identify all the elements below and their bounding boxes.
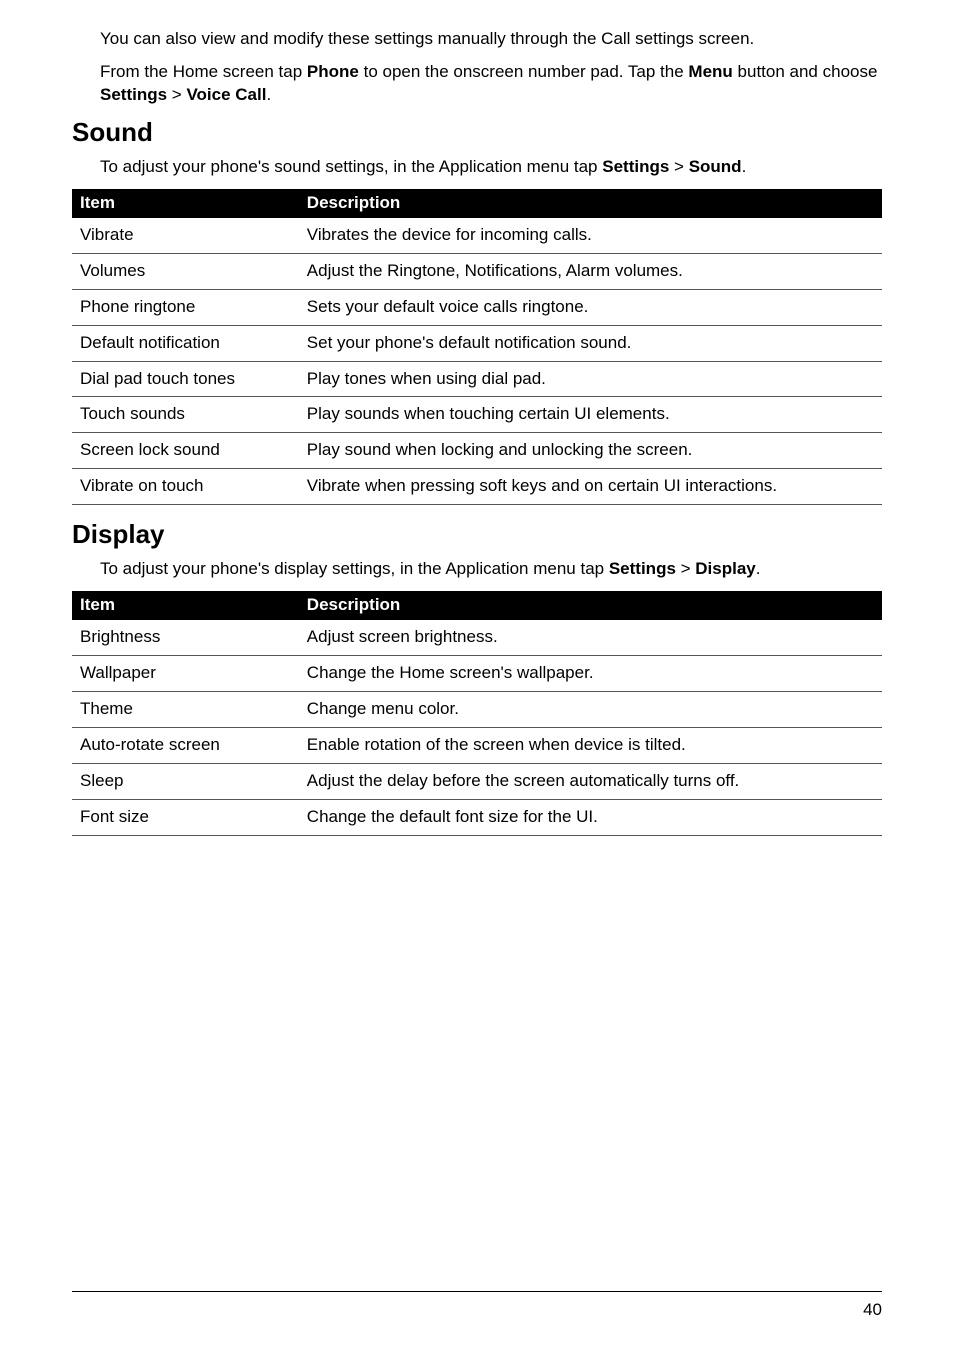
display-intro: To adjust your phone's display settings,… — [100, 558, 882, 581]
cell-item: Font size — [72, 799, 299, 835]
text: You can also view and modify these setti… — [100, 29, 754, 48]
text: . — [742, 157, 747, 176]
text-bold: Display — [695, 559, 755, 578]
text-bold: Menu — [688, 62, 732, 81]
text: > — [676, 559, 695, 578]
page-number: 40 — [863, 1300, 882, 1320]
text-bold: Sound — [689, 157, 742, 176]
table-row: Sleep Adjust the delay before the screen… — [72, 763, 882, 799]
cell-description: Set your phone's default notification so… — [299, 325, 882, 361]
text: > — [167, 85, 186, 104]
text-bold: Settings — [602, 157, 669, 176]
footer-divider — [72, 1291, 882, 1292]
cell-item: Sleep — [72, 763, 299, 799]
cell-item: Vibrate on touch — [72, 469, 299, 505]
cell-description: Enable rotation of the screen when devic… — [299, 728, 882, 764]
table-row: Font size Change the default font size f… — [72, 799, 882, 835]
cell-item: Screen lock sound — [72, 433, 299, 469]
cell-item: Theme — [72, 692, 299, 728]
col-header-item: Item — [72, 189, 299, 218]
table-header-row: Item Description — [72, 189, 882, 218]
sound-heading: Sound — [72, 117, 882, 148]
cell-description: Change the default font size for the UI. — [299, 799, 882, 835]
table-row: Auto-rotate screen Enable rotation of th… — [72, 728, 882, 764]
col-header-description: Description — [299, 591, 882, 620]
text: To adjust your phone's sound settings, i… — [100, 157, 602, 176]
text-bold: Settings — [609, 559, 676, 578]
text-bold: Settings — [100, 85, 167, 104]
display-table: Item Description Brightness Adjust scree… — [72, 591, 882, 836]
cell-item: Touch sounds — [72, 397, 299, 433]
col-header-description: Description — [299, 189, 882, 218]
cell-description: Play sound when locking and unlocking th… — [299, 433, 882, 469]
table-row: Default notification Set your phone's de… — [72, 325, 882, 361]
text: . — [266, 85, 271, 104]
table-row: Vibrate on touch Vibrate when pressing s… — [72, 469, 882, 505]
table-row: Phone ringtone Sets your default voice c… — [72, 289, 882, 325]
text-bold: Phone — [307, 62, 359, 81]
table-row: Volumes Adjust the Ringtone, Notificatio… — [72, 253, 882, 289]
col-header-item: Item — [72, 591, 299, 620]
intro-paragraph-1: You can also view and modify these setti… — [100, 28, 882, 51]
sound-intro: To adjust your phone's sound settings, i… — [100, 156, 882, 179]
text: To adjust your phone's display settings,… — [100, 559, 609, 578]
cell-description: Vibrate when pressing soft keys and on c… — [299, 469, 882, 505]
page: You can also view and modify these setti… — [0, 0, 954, 1352]
intro-paragraph-2: From the Home screen tap Phone to open t… — [100, 61, 882, 107]
cell-description: Sets your default voice calls ringtone. — [299, 289, 882, 325]
table-row: Touch sounds Play sounds when touching c… — [72, 397, 882, 433]
cell-description: Adjust screen brightness. — [299, 620, 882, 656]
table-row: Screen lock sound Play sound when lockin… — [72, 433, 882, 469]
cell-item: Auto-rotate screen — [72, 728, 299, 764]
cell-description: Change the Home screen's wallpaper. — [299, 656, 882, 692]
text: > — [669, 157, 688, 176]
cell-description: Vibrates the device for incoming calls. — [299, 217, 882, 253]
display-heading: Display — [72, 519, 882, 550]
table-header-row: Item Description — [72, 591, 882, 620]
cell-description: Adjust the Ringtone, Notifications, Alar… — [299, 253, 882, 289]
table-row: Brightness Adjust screen brightness. — [72, 620, 882, 656]
table-row: Dial pad touch tones Play tones when usi… — [72, 361, 882, 397]
text: From the Home screen tap — [100, 62, 307, 81]
table-row: Wallpaper Change the Home screen's wallp… — [72, 656, 882, 692]
text: to open the onscreen number pad. Tap the — [359, 62, 689, 81]
cell-description: Adjust the delay before the screen autom… — [299, 763, 882, 799]
cell-item: Brightness — [72, 620, 299, 656]
cell-item: Vibrate — [72, 217, 299, 253]
cell-item: Default notification — [72, 325, 299, 361]
cell-item: Dial pad touch tones — [72, 361, 299, 397]
cell-item: Wallpaper — [72, 656, 299, 692]
text-bold: Voice Call — [186, 85, 266, 104]
text: . — [756, 559, 761, 578]
cell-item: Phone ringtone — [72, 289, 299, 325]
table-row: Theme Change menu color. — [72, 692, 882, 728]
cell-description: Change menu color. — [299, 692, 882, 728]
sound-table: Item Description Vibrate Vibrates the de… — [72, 189, 882, 506]
cell-item: Volumes — [72, 253, 299, 289]
table-row: Vibrate Vibrates the device for incoming… — [72, 217, 882, 253]
cell-description: Play tones when using dial pad. — [299, 361, 882, 397]
cell-description: Play sounds when touching certain UI ele… — [299, 397, 882, 433]
text: button and choose — [733, 62, 878, 81]
